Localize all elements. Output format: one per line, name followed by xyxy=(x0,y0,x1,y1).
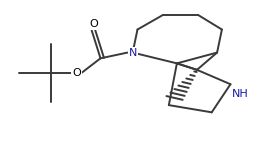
Text: O: O xyxy=(72,68,81,78)
Text: NH: NH xyxy=(232,89,248,99)
Text: O: O xyxy=(89,19,98,29)
Text: N: N xyxy=(128,48,137,58)
